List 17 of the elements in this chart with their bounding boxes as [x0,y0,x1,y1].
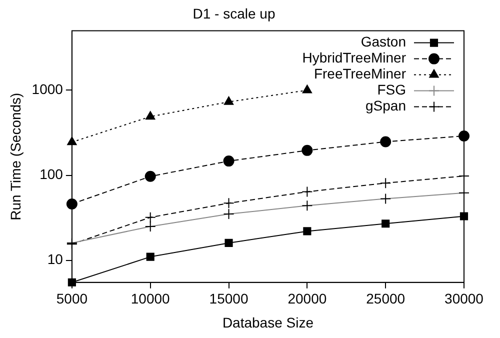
x-axis-title: Database Size [222,314,314,330]
y-tick-label: 10 [47,251,64,268]
legend-label: FSG [377,82,406,98]
x-tick-label: 25000 [366,290,406,307]
chart-title: D1 - scale up [192,5,276,22]
x-tick-label: 15000 [209,290,248,307]
legend-label: Gaston [360,34,406,50]
y-tick-label: 1000 [32,81,64,98]
legend-label: HybridTreeMiner [302,50,406,66]
y-axis-title: Run Time (Seconds) [7,92,24,220]
x-tick-label: 30000 [444,290,484,307]
legend-label: FreeTreeMiner [314,66,406,82]
x-tick-label: 20000 [288,290,327,307]
x-tick-label: 10000 [130,290,170,307]
legend-label: gSpan [366,98,406,114]
x-tick-label: 5000 [56,290,88,307]
y-tick-label: 100 [40,166,64,182]
